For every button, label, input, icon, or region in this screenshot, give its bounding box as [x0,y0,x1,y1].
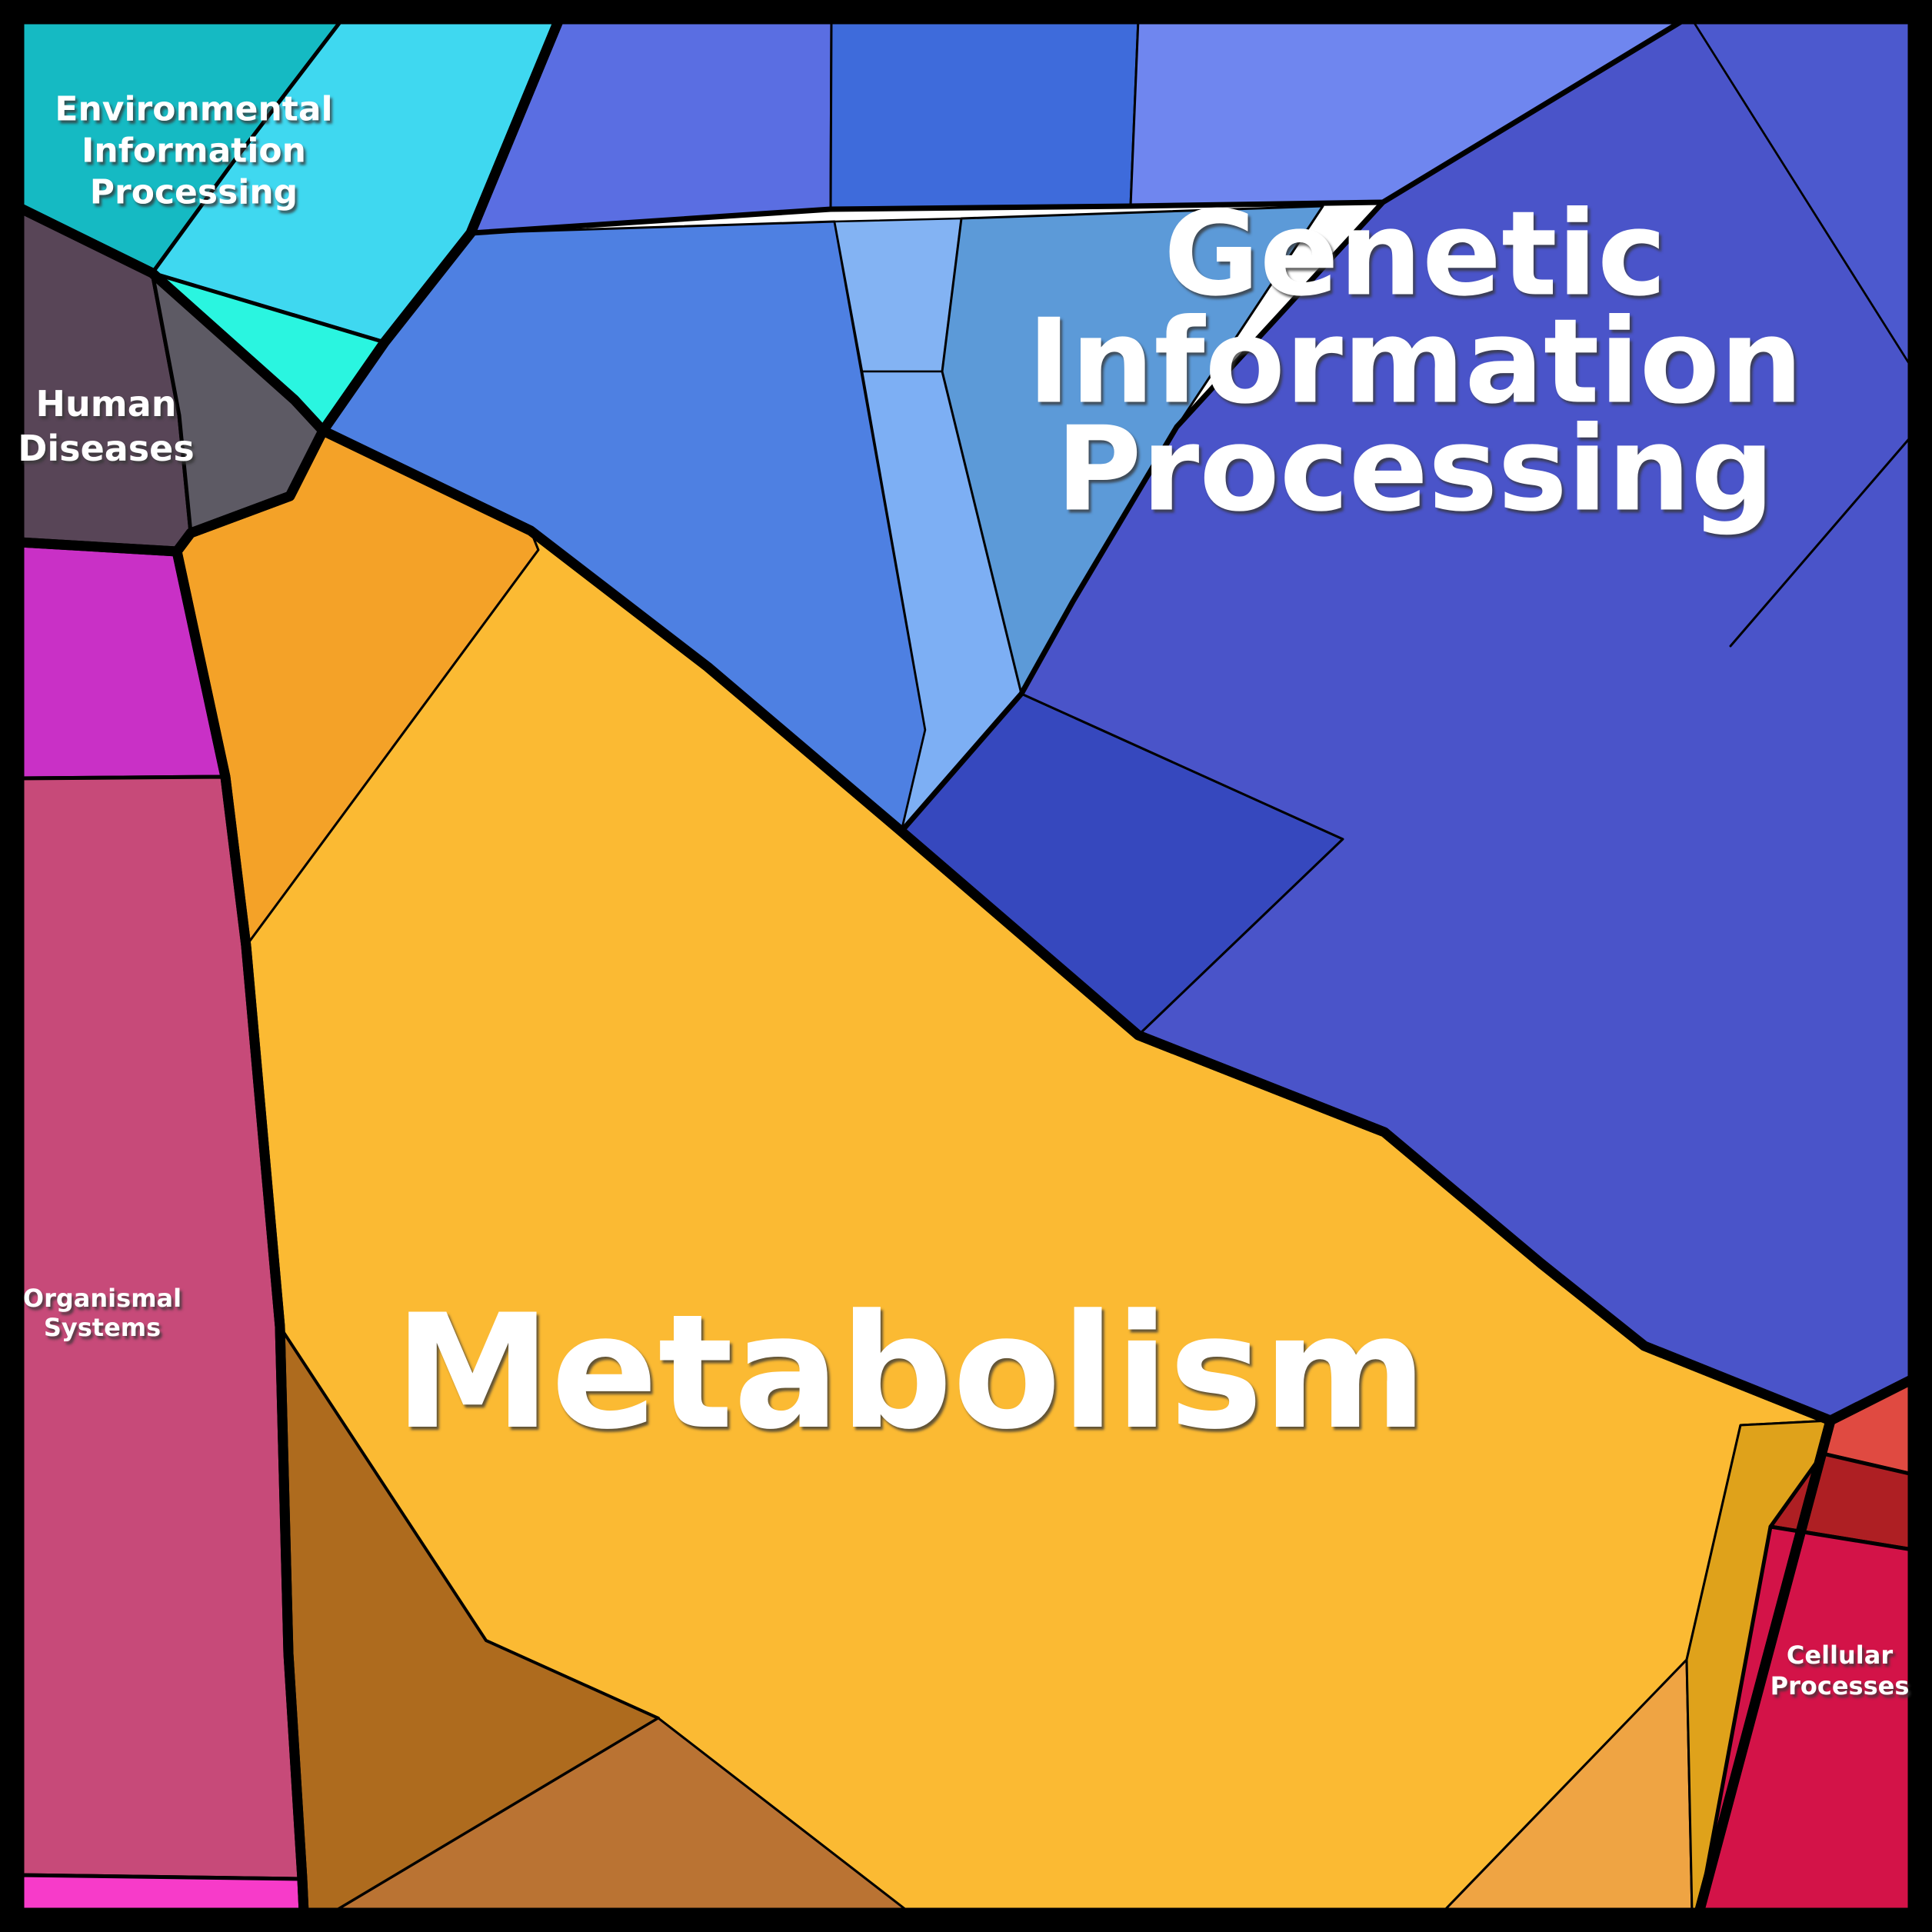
label-human-diseases-line-2: Diseases [18,428,195,469]
metabolism [175,429,1832,1914]
human-diseases [17,205,325,554]
label-environmental-information-processing-line-3: Processing [90,173,298,212]
gip-band-divider [468,199,1386,236]
label-genetic-information-processing-line-2: Information [1028,294,1804,430]
label-metabolism-line-1: Metabolism [394,1281,1427,1464]
gip-cell-royal-top[interactable] [829,18,1140,211]
label-cellular-processes-line-2: Processes [1770,1671,1910,1700]
label-organismal-systems-line-1: Organismal [23,1284,182,1313]
label-environmental-information-processing-line-2: Information [82,132,306,171]
label-human-diseases: Human Diseases [18,383,195,469]
label-genetic-information-processing-line-1: Genetic [1164,186,1667,322]
label-environmental-information-processing-line-1: Environmental [55,90,332,129]
label-cellular-processes-line-1: Cellular [1787,1641,1893,1670]
label-metabolism: Metabolism [394,1281,1427,1464]
label-genetic-information-processing: Genetic Information Processing [1028,186,1804,538]
gip-indigo-thin-line [1729,433,1914,648]
environmental-information-processing [17,17,561,433]
label-genetic-information-processing-line-3: Processing [1056,401,1774,538]
label-organismal-systems: Organismal Systems [23,1284,182,1342]
label-human-diseases-line-1: Human [36,383,177,425]
gip-indigo-divider [898,16,1688,834]
label-cellular-processes: Cellular Processes [1770,1641,1910,1700]
label-environmental-information-processing: Environmental Information Processing [55,90,332,212]
org-cell-pink-strip[interactable] [17,1873,306,1915]
label-organismal-systems-line-2: Systems [44,1313,161,1342]
genetic-information-processing [321,18,1914,1422]
